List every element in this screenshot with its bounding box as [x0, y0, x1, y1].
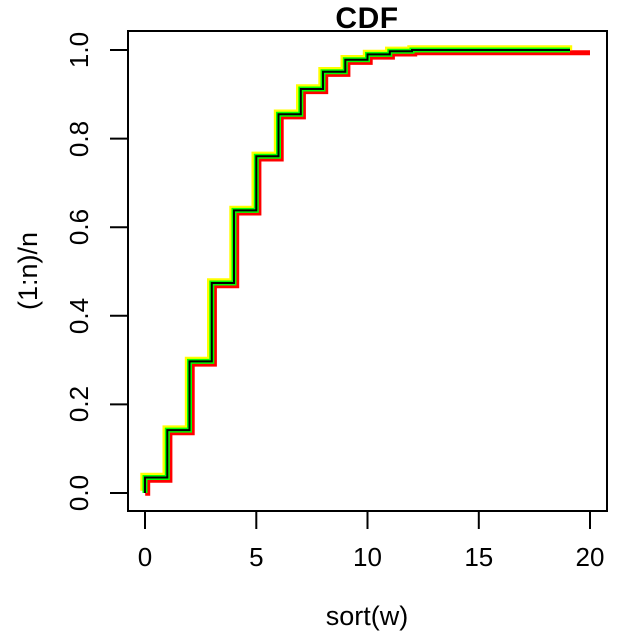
x-tick-label-5: 5 — [249, 542, 264, 572]
series-sample-yellow — [140, 45, 573, 491]
series-group — [140, 45, 590, 496]
y-tick-label-0.8: 0.8 — [64, 120, 94, 157]
y-tick-label-0.0: 0.0 — [64, 474, 94, 512]
x-axis-title: sort(w) — [325, 601, 409, 631]
x-axis-ticks — [144, 511, 591, 529]
y-tick-label-1.0: 1.0 — [64, 31, 94, 69]
y-axis-title: (1:n)/n — [13, 231, 43, 311]
x-tick-label-10: 10 — [353, 542, 382, 572]
y-tick-label-0.6: 0.6 — [64, 209, 94, 246]
series-sample-red — [145, 50, 590, 496]
plot-border — [127, 30, 608, 512]
series-sample-green — [142, 47, 570, 493]
chart-title: CDF — [335, 2, 399, 35]
x-tick-label-15: 15 — [464, 542, 494, 572]
y-tick-label-0.4: 0.4 — [64, 297, 94, 334]
x-tick-label-20: 20 — [575, 542, 605, 572]
x-tick-label-0: 0 — [137, 542, 153, 572]
y-tick-label-0.2: 0.2 — [64, 386, 94, 423]
y-axis-ticks — [110, 49, 128, 494]
series-overlay-black — [144, 49, 570, 493]
